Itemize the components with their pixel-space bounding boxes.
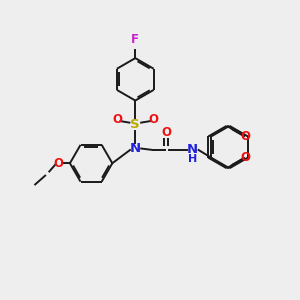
Text: O: O xyxy=(148,113,158,126)
Text: N: N xyxy=(187,143,198,157)
Text: O: O xyxy=(54,157,64,170)
Text: O: O xyxy=(112,113,122,126)
Text: N: N xyxy=(130,142,141,155)
Text: O: O xyxy=(240,130,250,143)
Text: F: F xyxy=(131,33,139,46)
Text: O: O xyxy=(240,151,250,164)
Text: S: S xyxy=(130,118,140,131)
Text: H: H xyxy=(188,154,197,164)
Text: O: O xyxy=(161,126,171,139)
